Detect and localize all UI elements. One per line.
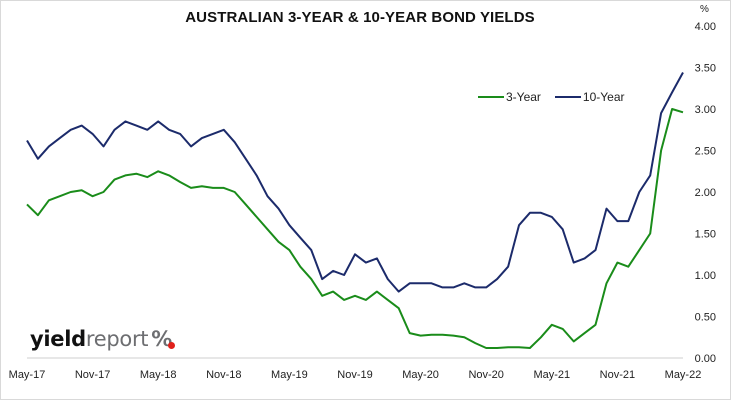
y-tick-label: 0.00 — [695, 353, 716, 365]
x-tick-label: May-21 — [533, 369, 570, 381]
y-tick-label: 4.00 — [695, 21, 716, 33]
x-tick-label: May-20 — [402, 369, 439, 381]
x-tick-label: May-18 — [140, 369, 177, 381]
legend-item-10-year: 10-Year — [554, 90, 625, 104]
y-tick-label: 3.00 — [695, 104, 716, 116]
logo-text-report: report — [85, 327, 149, 351]
x-tick-label: Nov-19 — [337, 369, 372, 381]
logo-percent-icon: % — [151, 327, 175, 351]
x-tick-label: May-19 — [271, 369, 308, 381]
legend: 3-Year 10-Year — [478, 90, 639, 104]
y-axis: 0.00 0.50 1.00 1.50 2.00 2.50 3.00 3.50 4.00 — [695, 21, 716, 365]
x-tick-label: Nov-17 — [75, 369, 110, 381]
legend-label-3-year: 3-Year — [506, 90, 541, 104]
y-tick-label: 2.50 — [695, 146, 716, 158]
x-axis: May-17 Nov-17 May-18 Nov-18 May-19 Nov-19 May-… — [9, 369, 702, 381]
y-tick-label: 2.00 — [695, 187, 716, 199]
series-group — [26, 72, 684, 349]
y-tick-label: 1.50 — [695, 229, 716, 241]
y-tick-label: 1.00 — [695, 270, 716, 282]
y-tick-label: 0.50 — [695, 312, 716, 324]
x-tick-label: May-17 — [9, 369, 46, 381]
x-tick-label: Nov-20 — [468, 369, 503, 381]
x-tick-label: May-22 — [665, 369, 702, 381]
logo-text-yield: yield — [30, 327, 86, 351]
x-tick-label: Nov-18 — [206, 369, 241, 381]
series-line-10-year — [26, 72, 684, 293]
series-line-3-year — [26, 108, 684, 349]
chart-title: AUSTRALIAN 3-YEAR & 10-YEAR BOND YIELDS — [185, 9, 535, 26]
legend-label-10-year: 10-Year — [582, 90, 625, 104]
legend-swatch-10-year — [554, 96, 581, 98]
legend-item-3-year: 3-Year — [478, 90, 541, 104]
legend-swatch-3-year — [478, 96, 504, 98]
yieldreport-logo: yield report % — [30, 327, 175, 351]
y-axis-unit: % — [700, 4, 709, 15]
x-tick-label: Nov-21 — [600, 369, 635, 381]
y-tick-label: 3.50 — [695, 63, 716, 75]
